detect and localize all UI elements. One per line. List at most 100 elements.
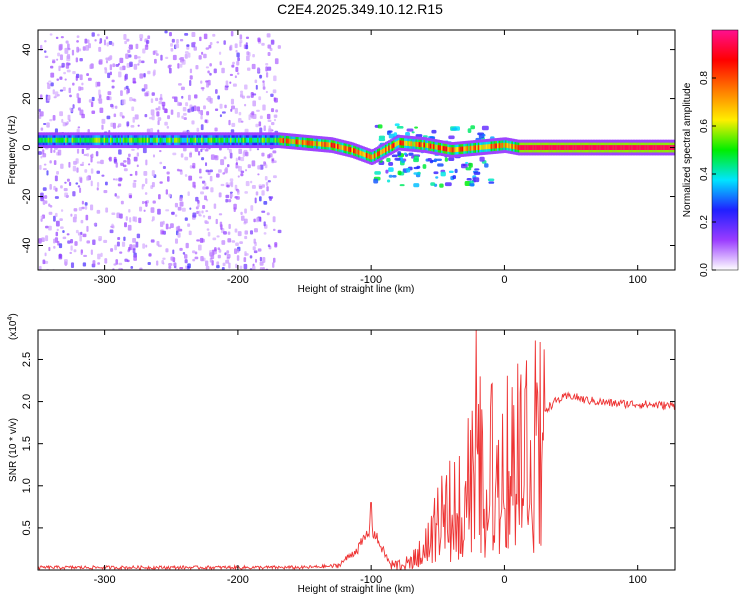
heatmap-noise-cell	[108, 156, 112, 162]
heatmap-noise-cell	[60, 163, 64, 169]
heatmap-carrier-cell	[349, 147, 353, 153]
heatmap-noise-cell	[240, 157, 245, 162]
heatmap-noise-cell	[164, 108, 168, 114]
heatmap-carrier-cell	[58, 137, 61, 143]
heatmap-noise-cell	[147, 70, 151, 75]
heatmap-carrier-cell	[241, 137, 244, 143]
heatmap-carrier-cell	[541, 145, 544, 150]
heatmap-carrier-cell	[153, 137, 156, 143]
heatmap-carrier-cell	[41, 137, 44, 143]
heatmap-noise-cell	[271, 158, 274, 162]
heatmap-noise-cell	[133, 180, 137, 183]
heatmap-noise-cell	[234, 75, 237, 79]
heatmap-noise-cell	[212, 237, 217, 241]
heatmap-carrier-cell	[114, 137, 117, 143]
heatmap-carrier-cell	[135, 137, 138, 143]
heatmap-noise-cell	[119, 111, 123, 117]
heatmap-noise-cell	[191, 32, 196, 37]
heatmap-noise-cell	[124, 73, 128, 80]
heatmap-noise-cell	[118, 267, 122, 270]
y-tick-label: -40	[21, 238, 33, 254]
heatmap-noise-cell	[226, 250, 230, 254]
heatmap-scatter-cell	[467, 128, 472, 134]
heatmap-noise-cell	[200, 115, 203, 120]
heatmap-noise-cell	[181, 115, 184, 119]
heatmap-noise-cell	[106, 42, 109, 47]
y-tick-label: -20	[21, 189, 33, 205]
heatmap-noise-cell	[197, 199, 200, 205]
heatmap-carrier-cell	[263, 137, 266, 143]
heatmap-noise-cell	[264, 176, 268, 181]
heatmap-noise-cell	[50, 82, 54, 87]
heatmap-noise-cell	[150, 127, 154, 134]
heatmap-noise-cell	[272, 89, 277, 94]
heatmap-noise-cell	[70, 262, 75, 269]
heatmap-noise-cell	[104, 258, 108, 264]
heatmap-noise-cell	[230, 30, 234, 37]
heatmap-noise-cell	[53, 147, 58, 150]
heatmap-noise-cell	[191, 120, 195, 125]
heatmap-noise-cell	[274, 242, 278, 248]
heatmap-carrier-cell	[145, 137, 148, 143]
heatmap-noise-cell	[162, 165, 166, 170]
heatmap-noise-cell	[128, 54, 132, 58]
heatmap-noise-cell	[233, 203, 237, 210]
heatmap-carrier-cell	[149, 137, 153, 143]
heatmap-noise-cell	[91, 110, 96, 115]
heatmap-noise-cell	[111, 42, 115, 47]
x-tick-label: -100	[360, 574, 382, 586]
heatmap-carrier-cell	[584, 145, 588, 150]
heatmap-noise-cell	[183, 117, 187, 120]
heatmap-noise-cell	[131, 148, 135, 151]
heatmap-noise-cell	[129, 96, 133, 102]
heatmap-carrier-cell	[474, 145, 477, 151]
snr-frame	[37, 329, 676, 571]
heatmap-noise-cell	[227, 231, 231, 235]
heatmap-noise-cell	[207, 215, 212, 220]
heatmap-carrier-cell	[511, 143, 514, 149]
heatmap-noise-cell	[76, 46, 80, 53]
heatmap-noise-cell	[221, 240, 226, 245]
heatmap-carrier-cell	[196, 137, 199, 143]
heatmap-noise-cell	[254, 197, 257, 204]
heatmap-carrier-cell	[570, 145, 573, 150]
heatmap-carrier-cell	[42, 137, 45, 143]
heatmap-noise-cell	[262, 256, 266, 263]
heatmap-carrier-cell	[407, 141, 410, 146]
heatmap-noise-cell	[50, 65, 54, 69]
heatmap-carrier-cell	[616, 145, 620, 150]
heatmap-noise-cell	[232, 61, 235, 65]
heatmap-carrier-cell	[353, 148, 356, 154]
heatmap-carrier-cell	[429, 143, 432, 149]
heatmap-noise-cell	[86, 73, 89, 77]
heatmap-noise-cell	[150, 98, 154, 103]
heatmap-carrier-cell	[234, 137, 237, 143]
heatmap-carrier-cell	[127, 137, 130, 143]
heatmap-noise-cell	[187, 191, 190, 197]
heatmap-noise-cell	[134, 54, 138, 60]
heatmap-carrier-cell	[413, 141, 417, 147]
heatmap-carrier-cell	[53, 137, 57, 143]
heatmap-noise-cell	[223, 156, 227, 160]
heatmap-noise-cell	[154, 58, 157, 64]
heatmap-carrier-cell	[223, 137, 226, 143]
heatmap-noise-cell	[179, 201, 184, 207]
heatmap-noise-cell	[156, 241, 160, 246]
heatmap-noise-cell	[106, 95, 110, 101]
heatmap-carrier-cell	[175, 137, 178, 143]
heatmap-noise-cell	[235, 242, 239, 246]
heatmap-noise-cell	[86, 153, 90, 157]
heatmap-noise-cell	[244, 235, 248, 240]
heatmap-noise-cell	[72, 191, 76, 197]
heatmap-noise-cell	[274, 58, 279, 65]
heatmap-carrier-cell	[109, 137, 113, 143]
heatmap-noise-cell	[57, 93, 60, 97]
heatmap-noise-cell	[176, 101, 180, 106]
heatmap-noise-cell	[236, 61, 240, 66]
snr-y-axis: 0.5 1.0 1.5 2.0 2.5	[21, 352, 675, 536]
heatmap-noise-cell	[225, 259, 230, 264]
heatmap-carrier-cell	[385, 147, 388, 153]
heatmap-carrier-cell	[487, 144, 490, 150]
heatmap-carrier-cell	[528, 145, 532, 150]
x-tick-label: 100	[629, 574, 647, 586]
